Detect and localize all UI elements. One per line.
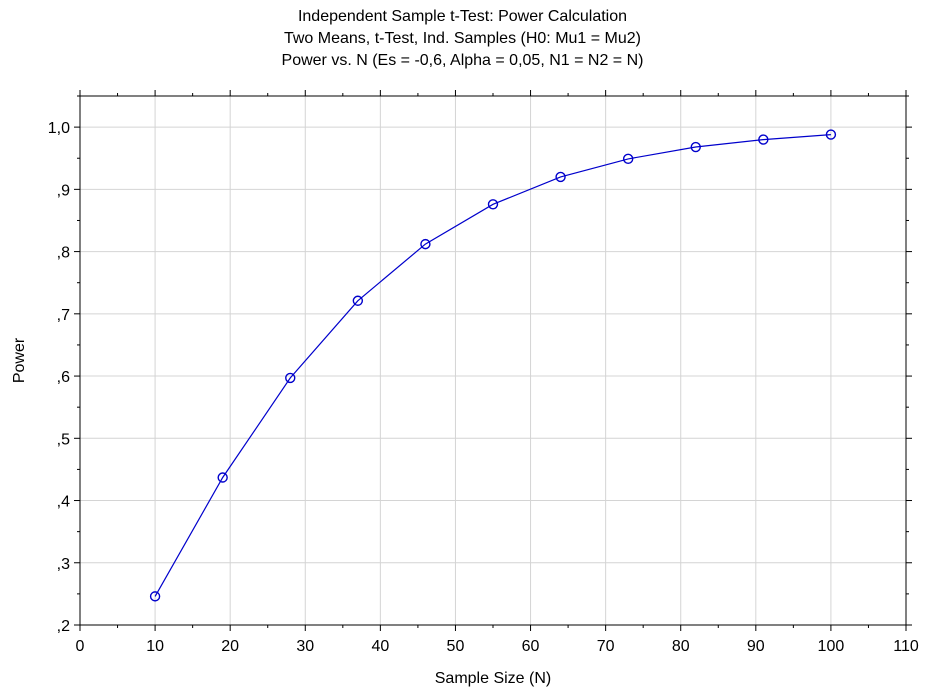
x-tick-label: 70 [597, 638, 615, 655]
data-point [420, 238, 431, 250]
y-axis-label: Power [11, 337, 28, 383]
y-tick-label: ,2 [57, 618, 70, 635]
x-tick-label: 10 [146, 638, 164, 655]
plot-frame [79, 95, 907, 626]
x-tick-label: 100 [818, 638, 845, 655]
data-point [555, 171, 566, 183]
series-line [154, 134, 831, 597]
data-point [758, 134, 769, 145]
x-tick-label: 80 [672, 638, 690, 655]
x-axis-label: Sample Size (N) [435, 670, 551, 687]
y-tick-label: ,6 [57, 369, 70, 386]
series-power [149, 129, 837, 602]
y-tick-label: ,3 [57, 556, 70, 573]
y-tick-label: ,5 [57, 431, 70, 448]
x-tick-labels: 0 10 20 30 40 50 60 70 80 90 100 110 [76, 638, 919, 655]
x-tick-label: 60 [522, 638, 540, 655]
data-point [690, 141, 701, 153]
data-point [825, 129, 837, 140]
x-tick-label: 0 [76, 638, 85, 655]
chart-subtitle-line-1: Two Means, t-Test, Ind. Samples (H0: Mu1… [283, 30, 642, 47]
data-point [622, 153, 634, 165]
data-point [487, 199, 499, 210]
x-tick-label: 30 [296, 638, 314, 655]
x-tick-label: 20 [221, 638, 239, 655]
y-tick-label: ,8 [57, 245, 70, 262]
data-point [352, 295, 364, 306]
x-tick-label: 40 [371, 638, 389, 655]
chart-title-block: Independent Sample t-Test: Power Calcula… [0, 6, 925, 72]
x-tick-label: 90 [747, 638, 765, 655]
axis-ticks [74, 90, 912, 631]
data-point [149, 591, 161, 602]
y-tick-label: ,7 [57, 307, 70, 324]
y-tick-label: ,4 [57, 494, 70, 511]
chart-title: Independent Sample t-Test: Power Calcula… [297, 8, 628, 25]
chart-subtitle-line-2: Power vs. N (Es = -0,6, Alpha = 0,05, N1… [281, 52, 644, 69]
x-tick-label: 110 [893, 638, 919, 655]
y-tick-label: 1,0 [48, 120, 70, 137]
x-tick-label: 50 [447, 638, 465, 655]
y-tick-label: ,9 [57, 182, 70, 199]
data-point [217, 472, 228, 483]
y-tick-labels: ,2 ,3 ,4 ,5 ,6 ,7 ,8 ,9 1,0 [48, 120, 70, 635]
data-point [285, 372, 296, 384]
grid-lines [80, 96, 906, 625]
